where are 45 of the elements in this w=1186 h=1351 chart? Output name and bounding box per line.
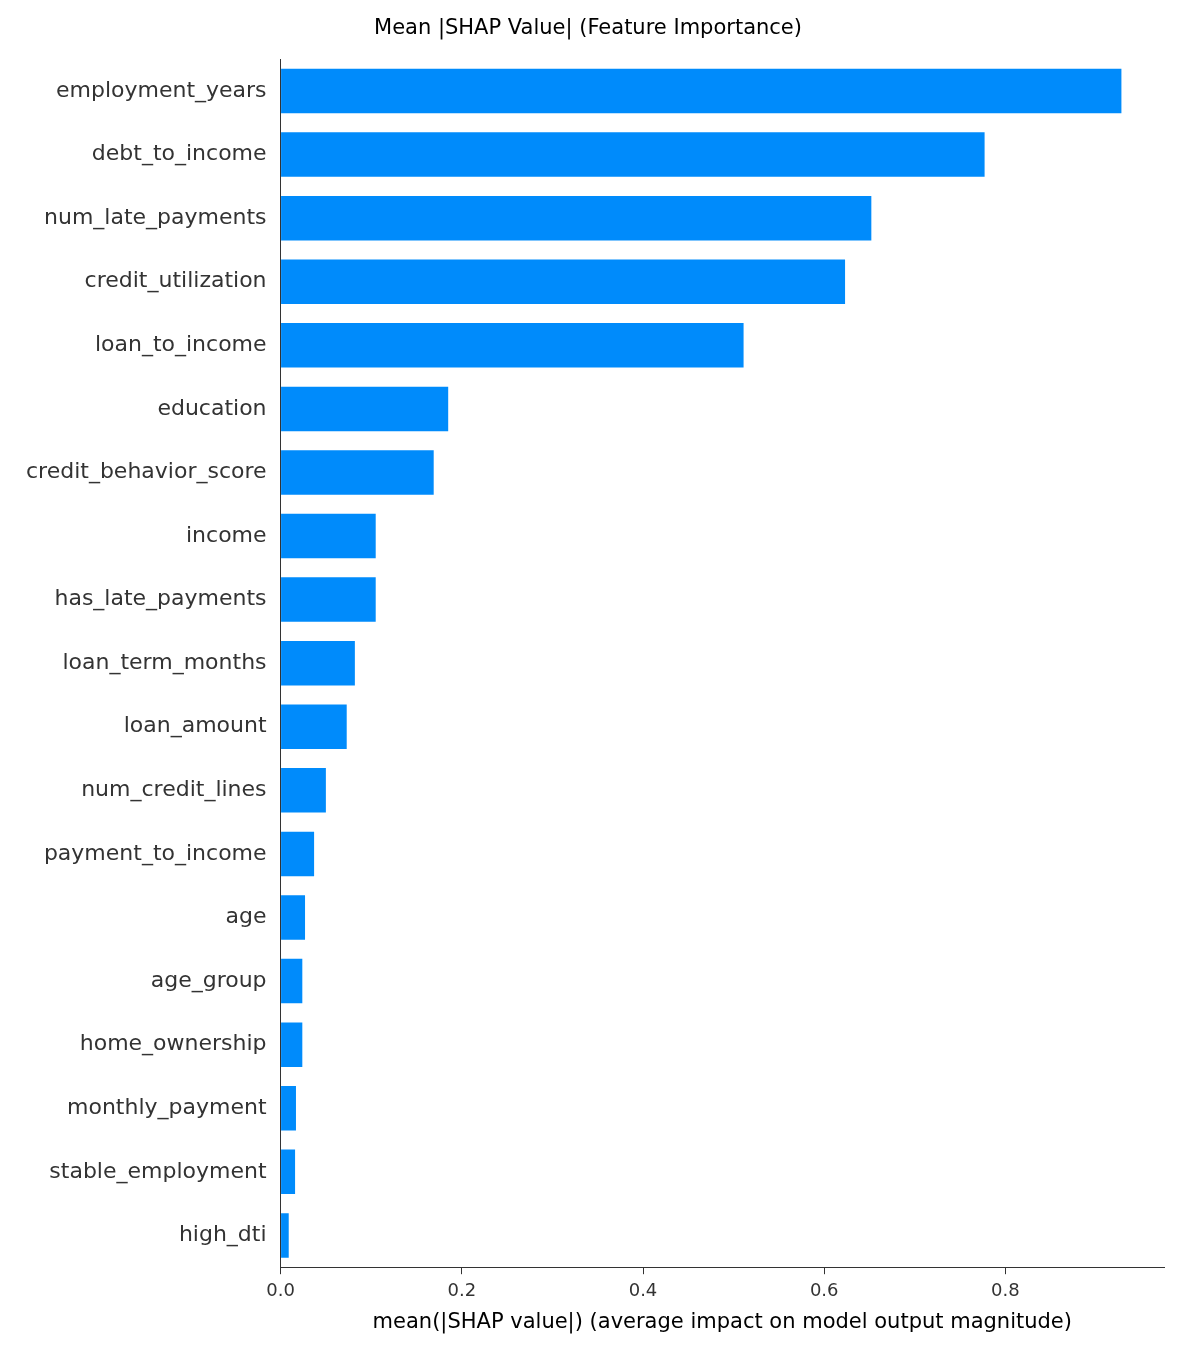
y-tick-label: loan_term_months xyxy=(62,648,267,675)
bar xyxy=(281,958,303,1004)
bar xyxy=(281,768,326,813)
x-tick-label: 0.2 xyxy=(447,1278,477,1300)
y-tick-label: has_late_payments xyxy=(54,585,267,612)
bar xyxy=(281,195,872,241)
y-tick-label: high_dti xyxy=(178,1221,267,1248)
x-tick-label: 0.8 xyxy=(991,1278,1020,1300)
y-tick-label: education xyxy=(157,394,267,420)
bar xyxy=(281,450,434,495)
x-tick-label: 0.4 xyxy=(628,1278,658,1300)
bar xyxy=(281,386,449,432)
y-tick-label: income xyxy=(185,521,267,547)
y-tick-label: loan_amount xyxy=(123,712,267,739)
x-tick-label: 0.0 xyxy=(266,1278,295,1300)
y-tick-label: debt_to_income xyxy=(91,140,267,167)
y-tick-label: stable_employment xyxy=(49,1157,267,1184)
y-tick-label: num_credit_lines xyxy=(81,776,267,803)
bar xyxy=(281,640,355,686)
bar xyxy=(281,895,306,940)
x-axis-title: mean(|SHAP value|) (average impact on model output magnitude) xyxy=(372,1308,1072,1334)
y-tick-label: monthly_payment xyxy=(67,1093,267,1120)
y-tick-label: payment_to_income xyxy=(43,839,267,866)
bar xyxy=(281,577,376,622)
y-tick-label: employment_years xyxy=(55,76,267,103)
chart-title: Mean |SHAP Value| (Feature Importance) xyxy=(374,15,802,41)
y-tick-label: home_ownership xyxy=(79,1030,267,1057)
y-tick-label: num_late_payments xyxy=(44,203,267,230)
y-tick-label: credit_utilization xyxy=(84,267,267,294)
bar xyxy=(281,68,1122,114)
bar xyxy=(281,831,315,877)
bar xyxy=(281,323,744,368)
bar xyxy=(281,1022,303,1067)
y-tick-label: credit_behavior_score xyxy=(25,458,267,485)
bar xyxy=(281,1213,289,1258)
y-tick-label: age_group xyxy=(150,966,267,993)
y-tick-label: loan_to_income xyxy=(94,331,267,358)
bar xyxy=(281,1086,296,1131)
x-tick-label: 0.6 xyxy=(809,1278,839,1300)
bar xyxy=(281,704,347,750)
y-tick-label: age xyxy=(225,903,267,929)
bar xyxy=(281,1149,296,1195)
bar xyxy=(281,132,985,177)
bar xyxy=(281,513,376,559)
bar xyxy=(281,259,846,304)
